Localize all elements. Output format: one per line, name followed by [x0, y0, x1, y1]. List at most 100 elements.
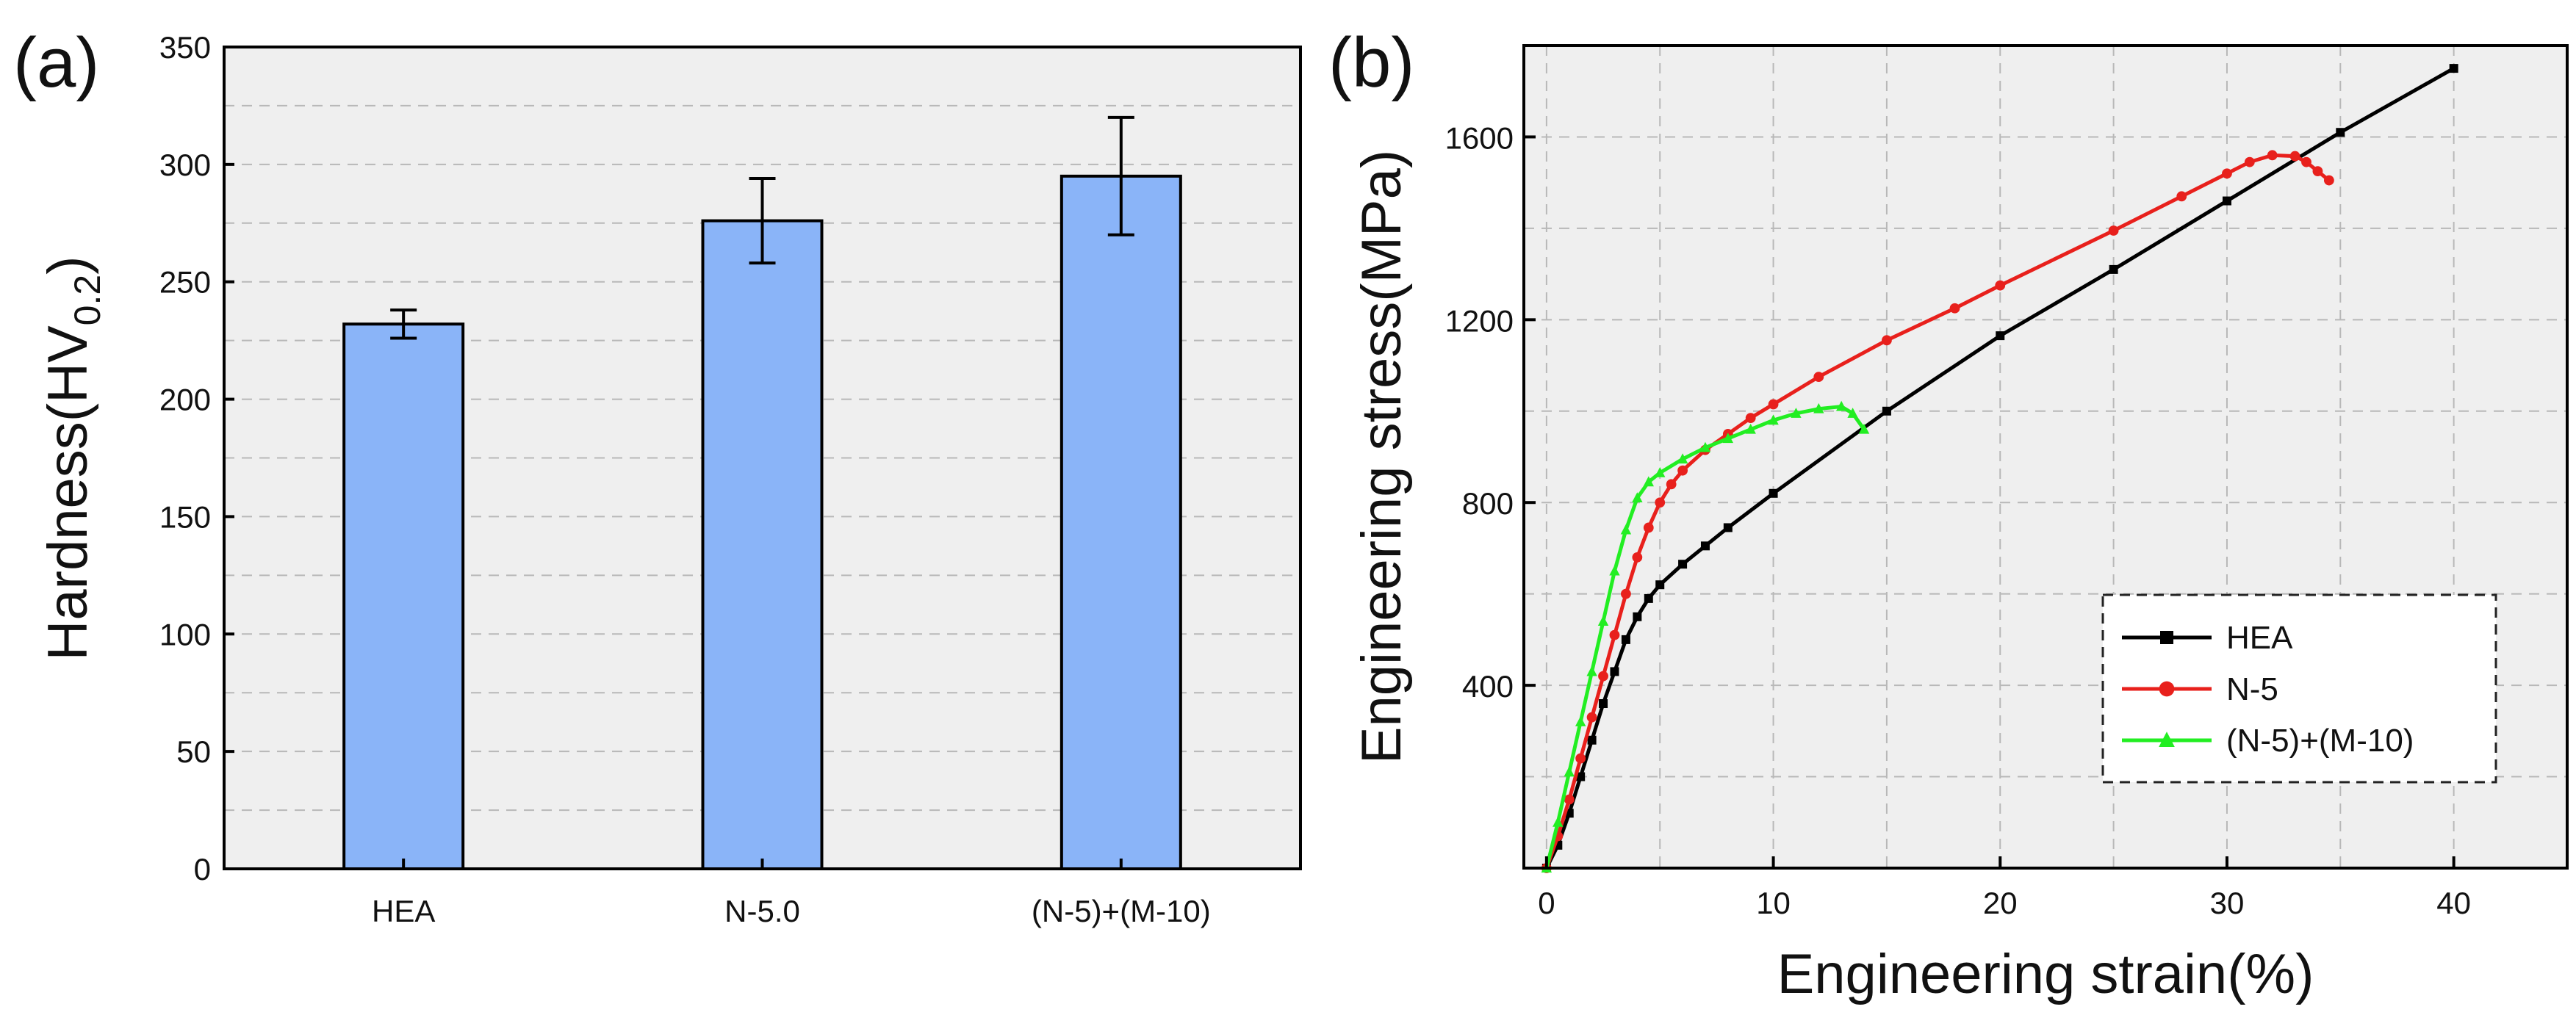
series-n-5-m-10: [1541, 400, 1870, 873]
panel-a-error-bars: [390, 115, 1134, 340]
legend-marker: [2160, 631, 2173, 644]
data-point: [1621, 588, 1631, 599]
data-point: [1677, 453, 1688, 464]
panel-a-label: (a): [13, 24, 99, 102]
data-point: [1564, 766, 1575, 777]
x-tick-label: (N-5)+(M-10): [1032, 894, 1211, 928]
panel-b-legend: HEA N-5 (N-5)+(M-10): [2101, 593, 2497, 784]
series-markers-hea: [1541, 64, 2458, 873]
y-tick-label: 300: [159, 148, 211, 182]
data-point: [1882, 406, 1891, 416]
data-point: [1666, 479, 1677, 490]
data-point: [1655, 466, 1666, 477]
data-point: [1768, 414, 1779, 425]
x-tick-label: 20: [1983, 886, 2018, 920]
panel-a-x-ticks: HEA N-5.0 (N-5)+(M-10): [372, 859, 1211, 928]
x-tick-label: 40: [2436, 886, 2471, 920]
data-point: [2222, 168, 2232, 179]
x-tick-label: 0: [1538, 886, 1555, 920]
data-point: [1813, 402, 1824, 413]
data-point: [1858, 423, 1870, 434]
data-point: [2176, 191, 2187, 202]
data-point: [1699, 441, 1711, 452]
data-point: [1745, 413, 1756, 424]
y-tick-label: 350: [159, 30, 211, 65]
data-point: [1620, 524, 1632, 535]
y-tick-label: 150: [159, 499, 211, 534]
data-point: [1813, 372, 1824, 383]
data-point: [1633, 612, 1642, 621]
panel-b-line-chart: (b) 400 800 1200 1600 0 10 20 30 40 Engineering…: [1328, 24, 2569, 1005]
data-point: [1643, 522, 1654, 533]
panel-a-bars: [342, 174, 1182, 871]
data-point: [2312, 166, 2323, 177]
error-bar-3: [1107, 115, 1134, 236]
data-point: [1610, 667, 1619, 676]
error-bar-2: [749, 177, 776, 265]
data-point: [2336, 128, 2345, 137]
panel-b-frame: [1522, 44, 2569, 870]
panel-b-series: [1541, 64, 2458, 873]
data-point: [2449, 64, 2458, 73]
data-point: [1655, 580, 1665, 590]
y-tick-label: 800: [1462, 486, 1514, 521]
data-point: [1576, 772, 1586, 781]
y-tick-label: 50: [176, 734, 211, 769]
bar-3: [1059, 174, 1182, 871]
panel-b-x-ticks: 0 10 20 30 40: [1538, 856, 2471, 920]
y-tick-label: 250: [159, 265, 211, 300]
data-point: [1847, 408, 1858, 418]
data-point: [1768, 399, 1779, 410]
legend-label: N-5: [2226, 671, 2278, 707]
panel-a-y-ticks: 0 50 100 150 200 250 300 350: [159, 30, 234, 886]
legend-label: (N-5)+(M-10): [2226, 723, 2414, 759]
legend-item-2: N-5: [2122, 671, 2278, 707]
data-point: [2109, 264, 2118, 274]
x-tick-label: N-5.0: [724, 894, 800, 928]
x-tick-label: 10: [1756, 886, 1791, 920]
data-point: [1586, 665, 1597, 676]
data-point: [1598, 671, 1608, 682]
data-point: [1995, 280, 2006, 291]
data-point: [1700, 541, 1710, 551]
data-point: [1609, 629, 1620, 640]
legend-label: HEA: [2226, 620, 2293, 656]
data-point: [1609, 565, 1620, 576]
data-point: [2323, 175, 2334, 186]
data-point: [2301, 156, 2311, 167]
x-tick-label: 30: [2210, 886, 2245, 920]
y-tick-label: 400: [1462, 669, 1514, 704]
panel-b-y-axis-title: Engineering stress(MPa): [1350, 150, 1413, 764]
data-point: [1791, 408, 1802, 418]
x-tick-label: HEA: [372, 894, 435, 928]
data-point: [1587, 735, 1597, 745]
panel-b-y-ticks: 400 800 1200 1600: [1445, 120, 1536, 704]
data-point: [1722, 433, 1734, 444]
data-point: [2108, 225, 2119, 236]
data-point: [1723, 523, 1733, 532]
data-point: [2267, 150, 2278, 161]
data-point: [1769, 488, 1778, 498]
data-point: [1586, 712, 1597, 723]
data-point: [1575, 753, 1586, 764]
data-point: [1835, 400, 1847, 411]
panel-b-x-axis-title: Engineering strain(%): [1777, 943, 2314, 1005]
data-point: [1949, 303, 1960, 314]
y-tick-label: 200: [159, 383, 211, 417]
data-point: [1745, 423, 1756, 434]
bar-1: [342, 322, 465, 870]
series-hea: [1541, 64, 2458, 873]
data-point: [1643, 476, 1654, 487]
data-point: [1882, 335, 1892, 346]
legend-marker: [2159, 731, 2175, 747]
panel-b-label: (b): [1328, 24, 1414, 102]
data-point: [2244, 156, 2255, 167]
data-point: [1599, 699, 1608, 708]
data-point: [1644, 593, 1653, 603]
data-point: [1677, 465, 1688, 476]
bar-2: [701, 219, 824, 870]
data-point: [1597, 615, 1609, 626]
data-point: [2222, 196, 2231, 206]
data-point: [1632, 552, 1643, 563]
